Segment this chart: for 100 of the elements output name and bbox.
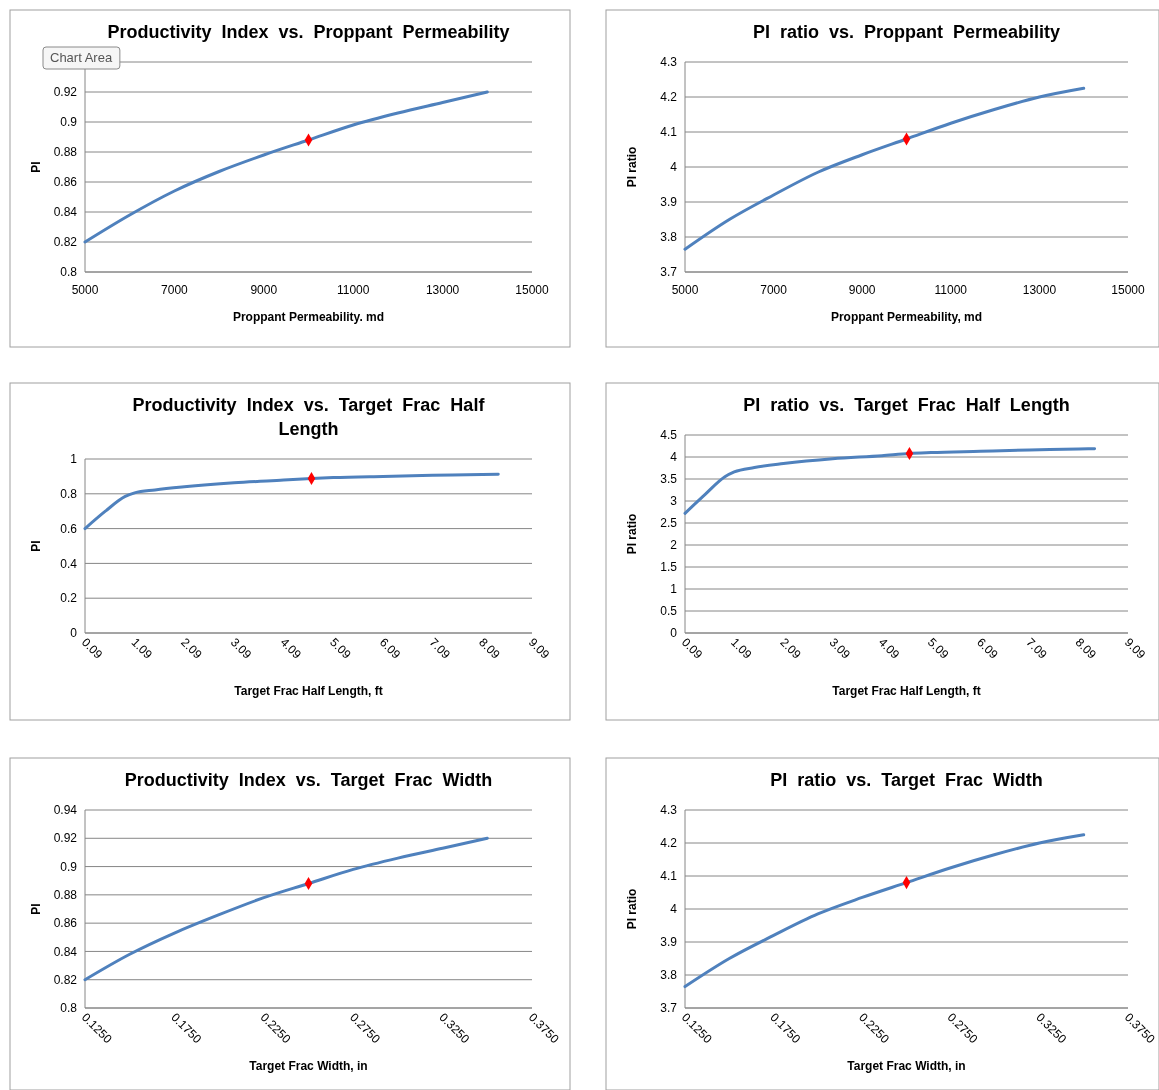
line-series bbox=[83, 472, 500, 531]
y-tick-label: 0.4 bbox=[60, 556, 78, 571]
x-tick-label: 6.09 bbox=[974, 635, 1001, 662]
x-tick-label: 1.09 bbox=[128, 635, 156, 662]
x-tick-label: 9000 bbox=[250, 283, 278, 297]
line-series bbox=[683, 447, 1097, 515]
y-tick-label: 4 bbox=[670, 902, 678, 917]
x-tick-label: 2.09 bbox=[178, 635, 205, 662]
y-axis-title: PI bbox=[29, 540, 43, 552]
y-tick-label: 0.8 bbox=[60, 265, 78, 280]
chart-title: PI ratio vs. Target Frac Width bbox=[770, 770, 1043, 790]
y-tick-label: 0.84 bbox=[53, 205, 78, 220]
x-tick-label: 11000 bbox=[934, 283, 968, 297]
y-tick-label: 0.8 bbox=[60, 487, 78, 501]
x-tick-label: 9.09 bbox=[525, 635, 553, 662]
y-tick-label: 3.7 bbox=[660, 1001, 678, 1016]
y-axis-title: PI bbox=[29, 903, 43, 915]
x-tick-label: 7000 bbox=[760, 283, 788, 297]
annotation: Chart Area bbox=[50, 50, 113, 65]
y-tick-label: 0.9 bbox=[60, 859, 78, 874]
x-tick-label: 9.09 bbox=[1121, 635, 1149, 662]
x-tick-label: 13000 bbox=[425, 283, 460, 297]
y-tick-label: 3 bbox=[670, 494, 678, 509]
x-tick-label: 9000 bbox=[848, 283, 876, 297]
chart-title: Productivity Index vs. Target Frac Width bbox=[124, 770, 493, 790]
y-tick-label: 2 bbox=[670, 538, 678, 553]
y-tick-label: 3.7 bbox=[660, 265, 678, 280]
chart-title: PI ratio vs. Proppant Permeability bbox=[752, 22, 1061, 42]
y-tick-label: 1 bbox=[70, 452, 78, 467]
x-tick-label: 2.09 bbox=[777, 635, 804, 662]
y-tick-label: 4.1 bbox=[660, 869, 678, 884]
x-tick-label: 5000 bbox=[671, 283, 699, 297]
x-tick-label: 5.09 bbox=[924, 635, 952, 662]
y-tick-label: 3.5 bbox=[660, 472, 678, 487]
x-tick-label: 1.09 bbox=[728, 635, 755, 662]
chart-title: PI ratio vs. Target Frac Half Length bbox=[743, 395, 1070, 415]
chart-title: Productivity Index vs. Proppant Permeability bbox=[107, 22, 510, 42]
x-tick-label: 4.09 bbox=[277, 635, 305, 662]
x-tick-label: 3.09 bbox=[826, 635, 854, 662]
x-tick-label: 0.09 bbox=[78, 635, 106, 662]
y-axis-title: PI bbox=[29, 161, 43, 173]
y-tick-label: 0.86 bbox=[53, 175, 78, 190]
y-tick-label: 0.94 bbox=[53, 803, 78, 818]
y-tick-label: 4.2 bbox=[660, 836, 678, 851]
y-tick-label: 3.8 bbox=[660, 230, 678, 245]
x-axis-title: Proppant Permeability, md bbox=[830, 310, 983, 324]
y-tick-label: 0 bbox=[670, 626, 678, 641]
line-series bbox=[83, 90, 489, 244]
y-tick-label: 0 bbox=[70, 626, 78, 641]
x-axis-title: Target Frac Width, in bbox=[847, 1059, 966, 1073]
x-axis-title: Target Frac Width, in bbox=[249, 1059, 368, 1073]
x-tick-label: 13000 bbox=[1022, 283, 1057, 297]
y-tick-label: 0.9 bbox=[60, 115, 78, 130]
x-tick-label: 0.09 bbox=[678, 635, 706, 662]
y-tick-label: 0.82 bbox=[53, 235, 78, 250]
y-tick-label: 0.86 bbox=[53, 916, 78, 931]
y-tick-label: 0.8 bbox=[60, 1001, 78, 1016]
y-tick-label: 0.82 bbox=[53, 972, 78, 987]
y-tick-label: 0.84 bbox=[53, 944, 78, 959]
y-tick-label: 1.5 bbox=[660, 560, 678, 575]
y-tick-label: 4 bbox=[670, 450, 678, 465]
y-tick-label: 4.3 bbox=[660, 55, 678, 70]
x-axis-title: Target Frac Half Length, ft bbox=[234, 684, 383, 698]
x-tick-label: 7000 bbox=[161, 283, 189, 297]
x-tick-label: 3.09 bbox=[227, 635, 255, 662]
y-tick-label: 0.2 bbox=[60, 591, 78, 606]
y-tick-label: 0.92 bbox=[53, 831, 78, 846]
x-tick-label: 8.09 bbox=[476, 635, 503, 662]
x-axis-title: Proppant Permeability. md bbox=[232, 310, 385, 324]
y-tick-label: 1 bbox=[670, 582, 678, 597]
y-tick-label: 3.8 bbox=[660, 968, 678, 983]
y-axis-title: PI ratio bbox=[625, 888, 639, 930]
y-tick-label: 0.88 bbox=[53, 145, 78, 160]
y-tick-label: 3.9 bbox=[660, 935, 678, 950]
y-tick-label: 0.5 bbox=[660, 604, 678, 619]
y-tick-label: 0.6 bbox=[60, 521, 78, 536]
x-tick-label: 4.09 bbox=[875, 635, 903, 662]
y-tick-label: 4.2 bbox=[660, 90, 678, 105]
chart-title: Productivity Index vs. Target Frac Half Length bbox=[132, 395, 486, 439]
x-tick-label: 11000 bbox=[336, 283, 370, 297]
x-tick-label: 15000 bbox=[515, 283, 550, 297]
y-tick-label: 0.88 bbox=[53, 888, 78, 903]
y-tick-label: 4.5 bbox=[660, 428, 678, 443]
x-tick-label: 8.09 bbox=[1072, 635, 1100, 662]
y-axis-title: PI ratio bbox=[625, 146, 639, 188]
y-tick-label: 4 bbox=[670, 160, 678, 175]
line-series bbox=[83, 836, 489, 982]
x-tick-label: 5.09 bbox=[327, 635, 354, 662]
x-tick-label: 5000 bbox=[71, 283, 99, 297]
x-tick-label: 15000 bbox=[1111, 283, 1146, 297]
x-tick-label: 7.09 bbox=[426, 635, 454, 662]
y-axis-title: PI ratio bbox=[625, 513, 639, 555]
y-tick-label: 3.9 bbox=[660, 195, 678, 210]
x-axis-title: Target Frac Half Length, ft bbox=[832, 684, 981, 698]
line-series bbox=[683, 86, 1086, 251]
y-tick-label: 4.3 bbox=[660, 803, 678, 818]
y-tick-label: 2.5 bbox=[660, 516, 678, 531]
line-series bbox=[683, 833, 1086, 989]
x-tick-label: 6.09 bbox=[376, 635, 404, 662]
y-tick-label: 0.92 bbox=[53, 85, 78, 100]
